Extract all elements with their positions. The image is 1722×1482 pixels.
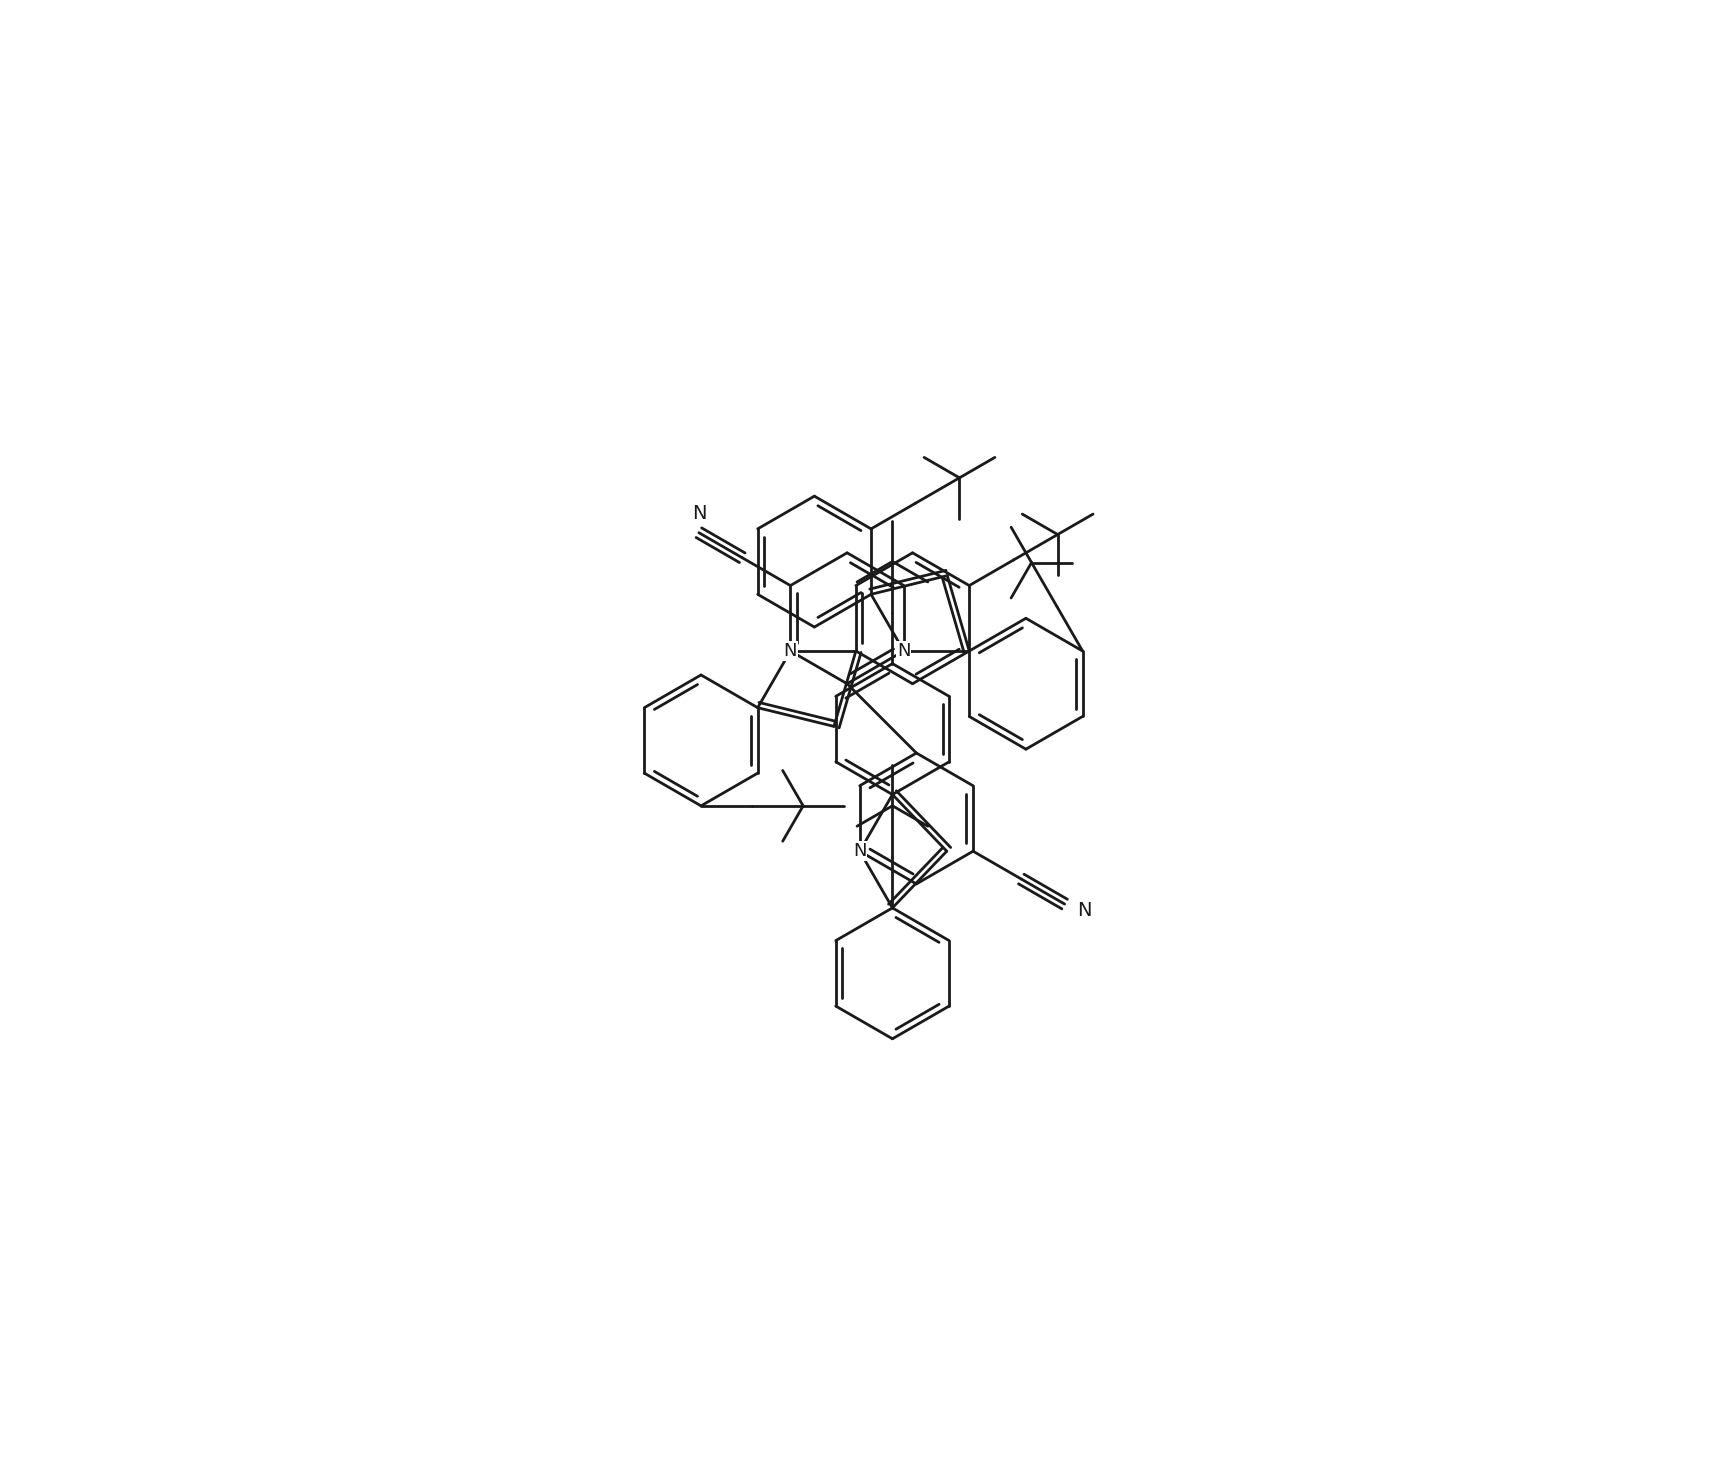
Text: N: N (1076, 901, 1092, 920)
Text: N: N (692, 504, 706, 523)
Text: N: N (784, 642, 797, 659)
Text: N: N (852, 842, 866, 860)
Text: N: N (897, 642, 911, 659)
